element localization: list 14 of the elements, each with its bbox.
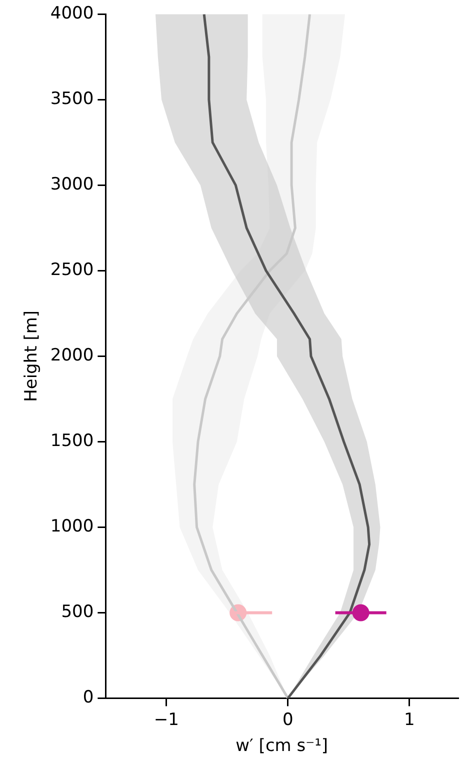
y-tick-label: 1000	[50, 516, 94, 537]
y-tick-label: 2500	[50, 260, 94, 280]
y-tick-label: 2000	[50, 346, 94, 366]
y-tick-label: 0	[82, 688, 94, 708]
x-tick-label: 0	[282, 710, 294, 730]
x-tick-label: −1	[154, 710, 179, 730]
y-tick-label: 3500	[50, 89, 94, 110]
x-axis-title: w′ [cm s⁻¹]	[236, 736, 328, 756]
y-tick-label: 500	[61, 602, 94, 622]
y-tick-label: 3000	[50, 174, 94, 195]
y-tick-label: 1500	[50, 431, 94, 452]
x-tick-label: 1	[404, 710, 415, 730]
y-axis-title: Height [m]	[22, 310, 42, 402]
y-tick-label: 4000	[50, 4, 94, 24]
